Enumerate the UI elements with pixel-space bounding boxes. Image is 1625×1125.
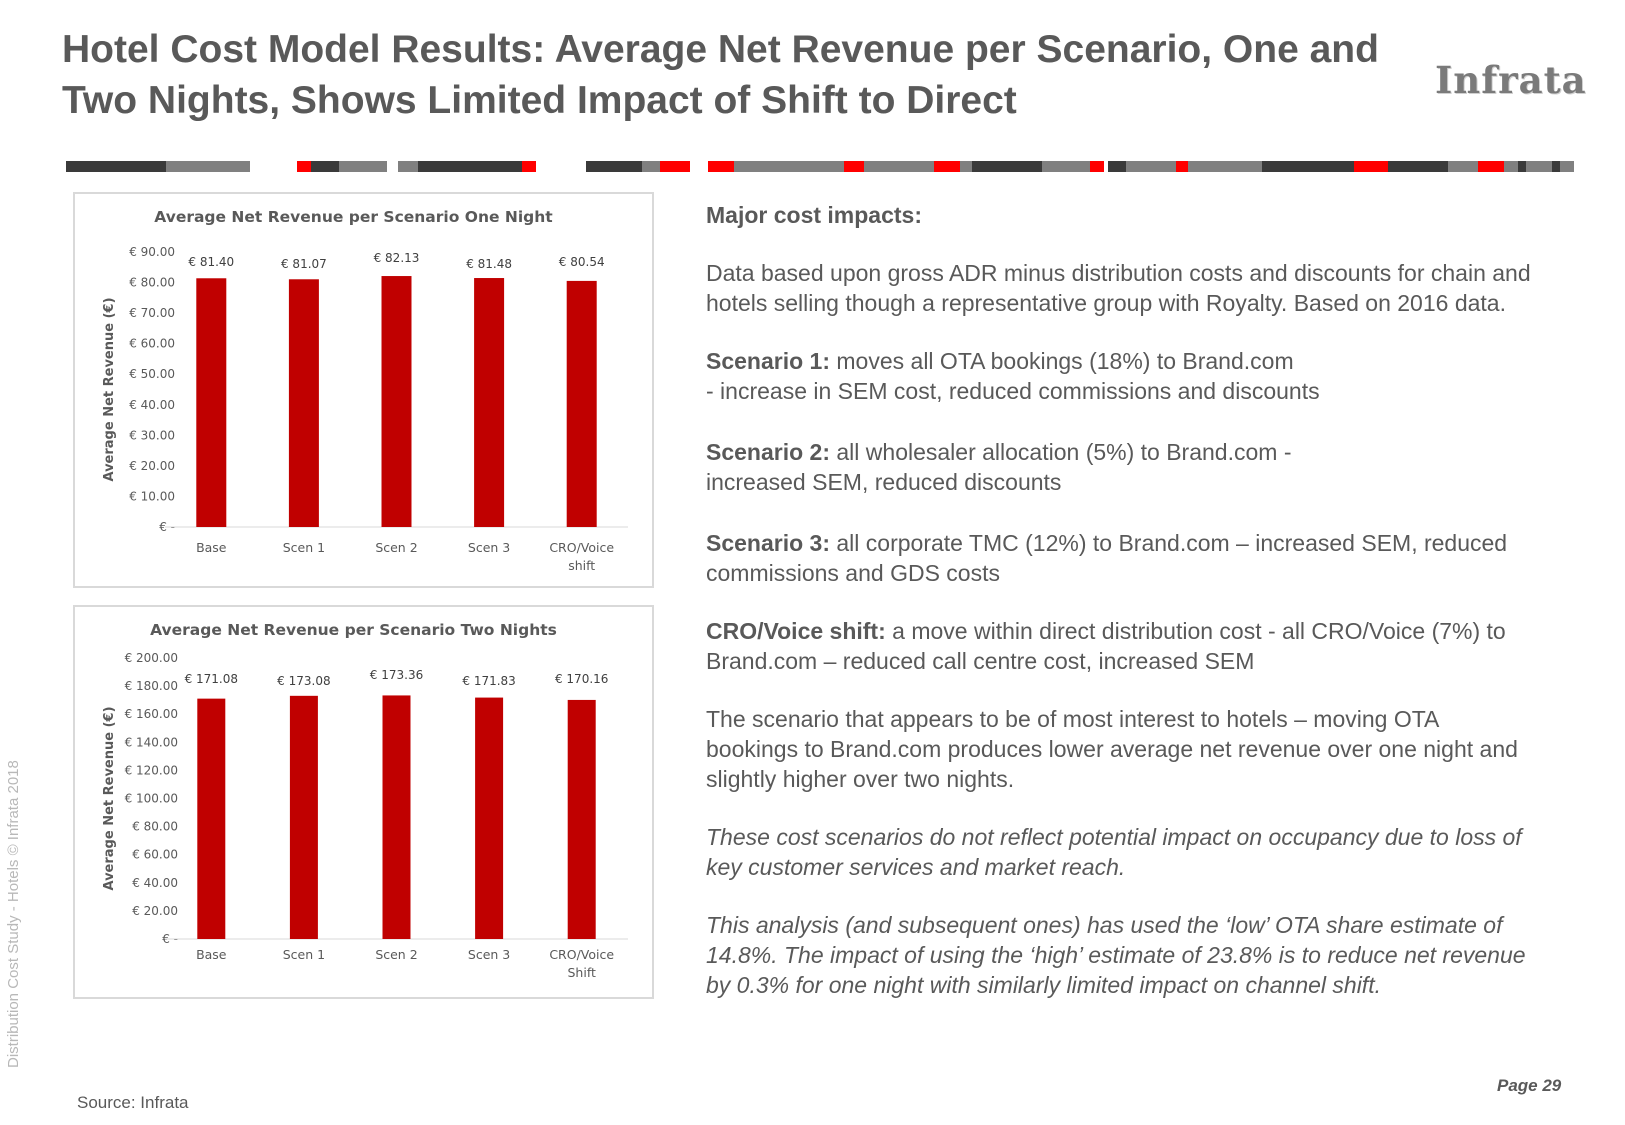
chart-one-night: Average Net Revenue per Scenario One Nig… [73, 192, 654, 588]
panel-note-ota-share: This analysis (and subsequent ones) has … [706, 912, 1526, 998]
brand-logo: Infrata [1435, 58, 1587, 102]
panel-conclusion: The scenario that appears to be of most … [706, 706, 1518, 792]
y-tick-label: € 140.00 [125, 735, 178, 749]
y-tick-label: € 20.00 [132, 904, 178, 918]
x-category-label: CRO/Voice [549, 540, 614, 555]
scenario-3-text: Scenario 3: all corporate TMC (12%) to B… [706, 530, 1508, 586]
x-category-label: Scen 2 [375, 540, 417, 555]
y-tick-label: € 120.00 [125, 763, 178, 777]
cro-shift-text: CRO/Voice shift: a move within direct di… [706, 618, 1506, 674]
y-tick-label: € 160.00 [125, 707, 178, 721]
x-category-label: Scen 3 [468, 947, 510, 962]
y-tick-label: € 90.00 [129, 245, 175, 259]
y-tick-label: € 50.00 [129, 367, 175, 381]
bar-value-label: € 81.48 [466, 257, 512, 271]
y-tick-label: € 10.00 [129, 489, 175, 503]
x-category-label: Shift [567, 965, 596, 980]
y-tick-label: € 60.00 [132, 848, 178, 862]
page-number: Page 29 [1497, 1076, 1562, 1095]
scenario-1-line2: - increase in SEM cost, reduced commissi… [706, 378, 1320, 404]
y-axis-label: Average Net Revenue (€) [102, 297, 117, 481]
text-panel: Major cost impacts: Data based upon gros… [706, 200, 1536, 1000]
y-tick-label: € 70.00 [129, 306, 175, 320]
x-category-label: Scen 1 [283, 947, 325, 962]
bar-value-label: € 171.08 [185, 672, 238, 686]
bar [196, 278, 227, 527]
y-tick-label: € 20.00 [129, 459, 175, 473]
bar [288, 279, 319, 527]
y-tick-label: € 180.00 [125, 679, 178, 693]
bar-value-label: € 82.13 [374, 251, 420, 265]
scenario-2-text: Scenario 2: all wholesaler allocation (5… [706, 439, 1292, 465]
y-tick-label: € 60.00 [129, 337, 175, 351]
panel-heading: Major cost impacts: [706, 202, 922, 228]
y-tick-label: € 40.00 [132, 876, 178, 890]
bar [381, 276, 412, 527]
page-title: Hotel Cost Model Results: Average Net Re… [62, 28, 1379, 122]
y-tick-label: € 80.00 [132, 820, 178, 834]
scenario-1-label: Scenario 1: [706, 348, 830, 374]
bar [475, 697, 504, 939]
y-tick-label: € 100.00 [125, 792, 178, 806]
scenario-3-label: Scenario 3: [706, 530, 830, 556]
x-category-label: shift [568, 558, 595, 573]
bar-value-label: € 173.08 [277, 674, 330, 688]
bar [566, 280, 597, 527]
y-tick-label: € 200.00 [125, 651, 178, 665]
side-copyright: Distribution Cost Study - Hotels © Infra… [5, 760, 22, 1068]
bar [197, 698, 226, 939]
scenario-1-text: Scenario 1: moves all OTA bookings (18%)… [706, 348, 1294, 374]
scenario-2-label: Scenario 2: [706, 439, 830, 465]
bar [289, 695, 318, 939]
bar-value-label: € 81.40 [188, 255, 234, 269]
bar [382, 695, 411, 939]
source-note: Source: Infrata [77, 1093, 189, 1112]
y-tick-label: € 80.00 [129, 276, 175, 290]
panel-intro: Data based upon gross ADR minus distribu… [706, 260, 1531, 316]
x-category-label: Scen 3 [468, 540, 510, 555]
bar-value-label: € 81.07 [281, 257, 327, 271]
chart-title: Average Net Revenue per Scenario Two Nig… [150, 621, 557, 639]
y-tick-label: € 40.00 [129, 398, 175, 412]
cro-shift-label: CRO/Voice shift: [706, 618, 886, 644]
y-axis-label: Average Net Revenue (€) [102, 706, 117, 890]
decorative-stripe [66, 161, 1574, 172]
y-tick-label: € 30.00 [129, 428, 175, 442]
bar-value-label: € 173.36 [370, 668, 423, 682]
x-category-label: Base [196, 540, 227, 555]
x-category-label: Base [196, 947, 227, 962]
x-category-label: CRO/Voice [549, 947, 614, 962]
bar-value-label: € 80.54 [559, 255, 605, 269]
chart-two-nights-svg: Average Net Revenue per Scenario Two Nig… [102, 621, 628, 980]
bar-value-label: € 170.16 [555, 672, 608, 686]
panel-note-occupancy: These cost scenarios do not reflect pote… [706, 824, 1522, 880]
bar [474, 278, 505, 527]
chart-title: Average Net Revenue per Scenario One Nig… [154, 208, 553, 226]
bar [567, 699, 596, 939]
bar-value-label: € 171.83 [462, 674, 515, 688]
x-category-label: Scen 1 [283, 540, 325, 555]
chart-one-night-svg: Average Net Revenue per Scenario One Nig… [102, 208, 628, 573]
x-category-label: Scen 2 [375, 947, 417, 962]
chart-two-nights: Average Net Revenue per Scenario Two Nig… [73, 605, 654, 999]
scenario-2-line2: increased SEM, reduced discounts [706, 469, 1062, 495]
